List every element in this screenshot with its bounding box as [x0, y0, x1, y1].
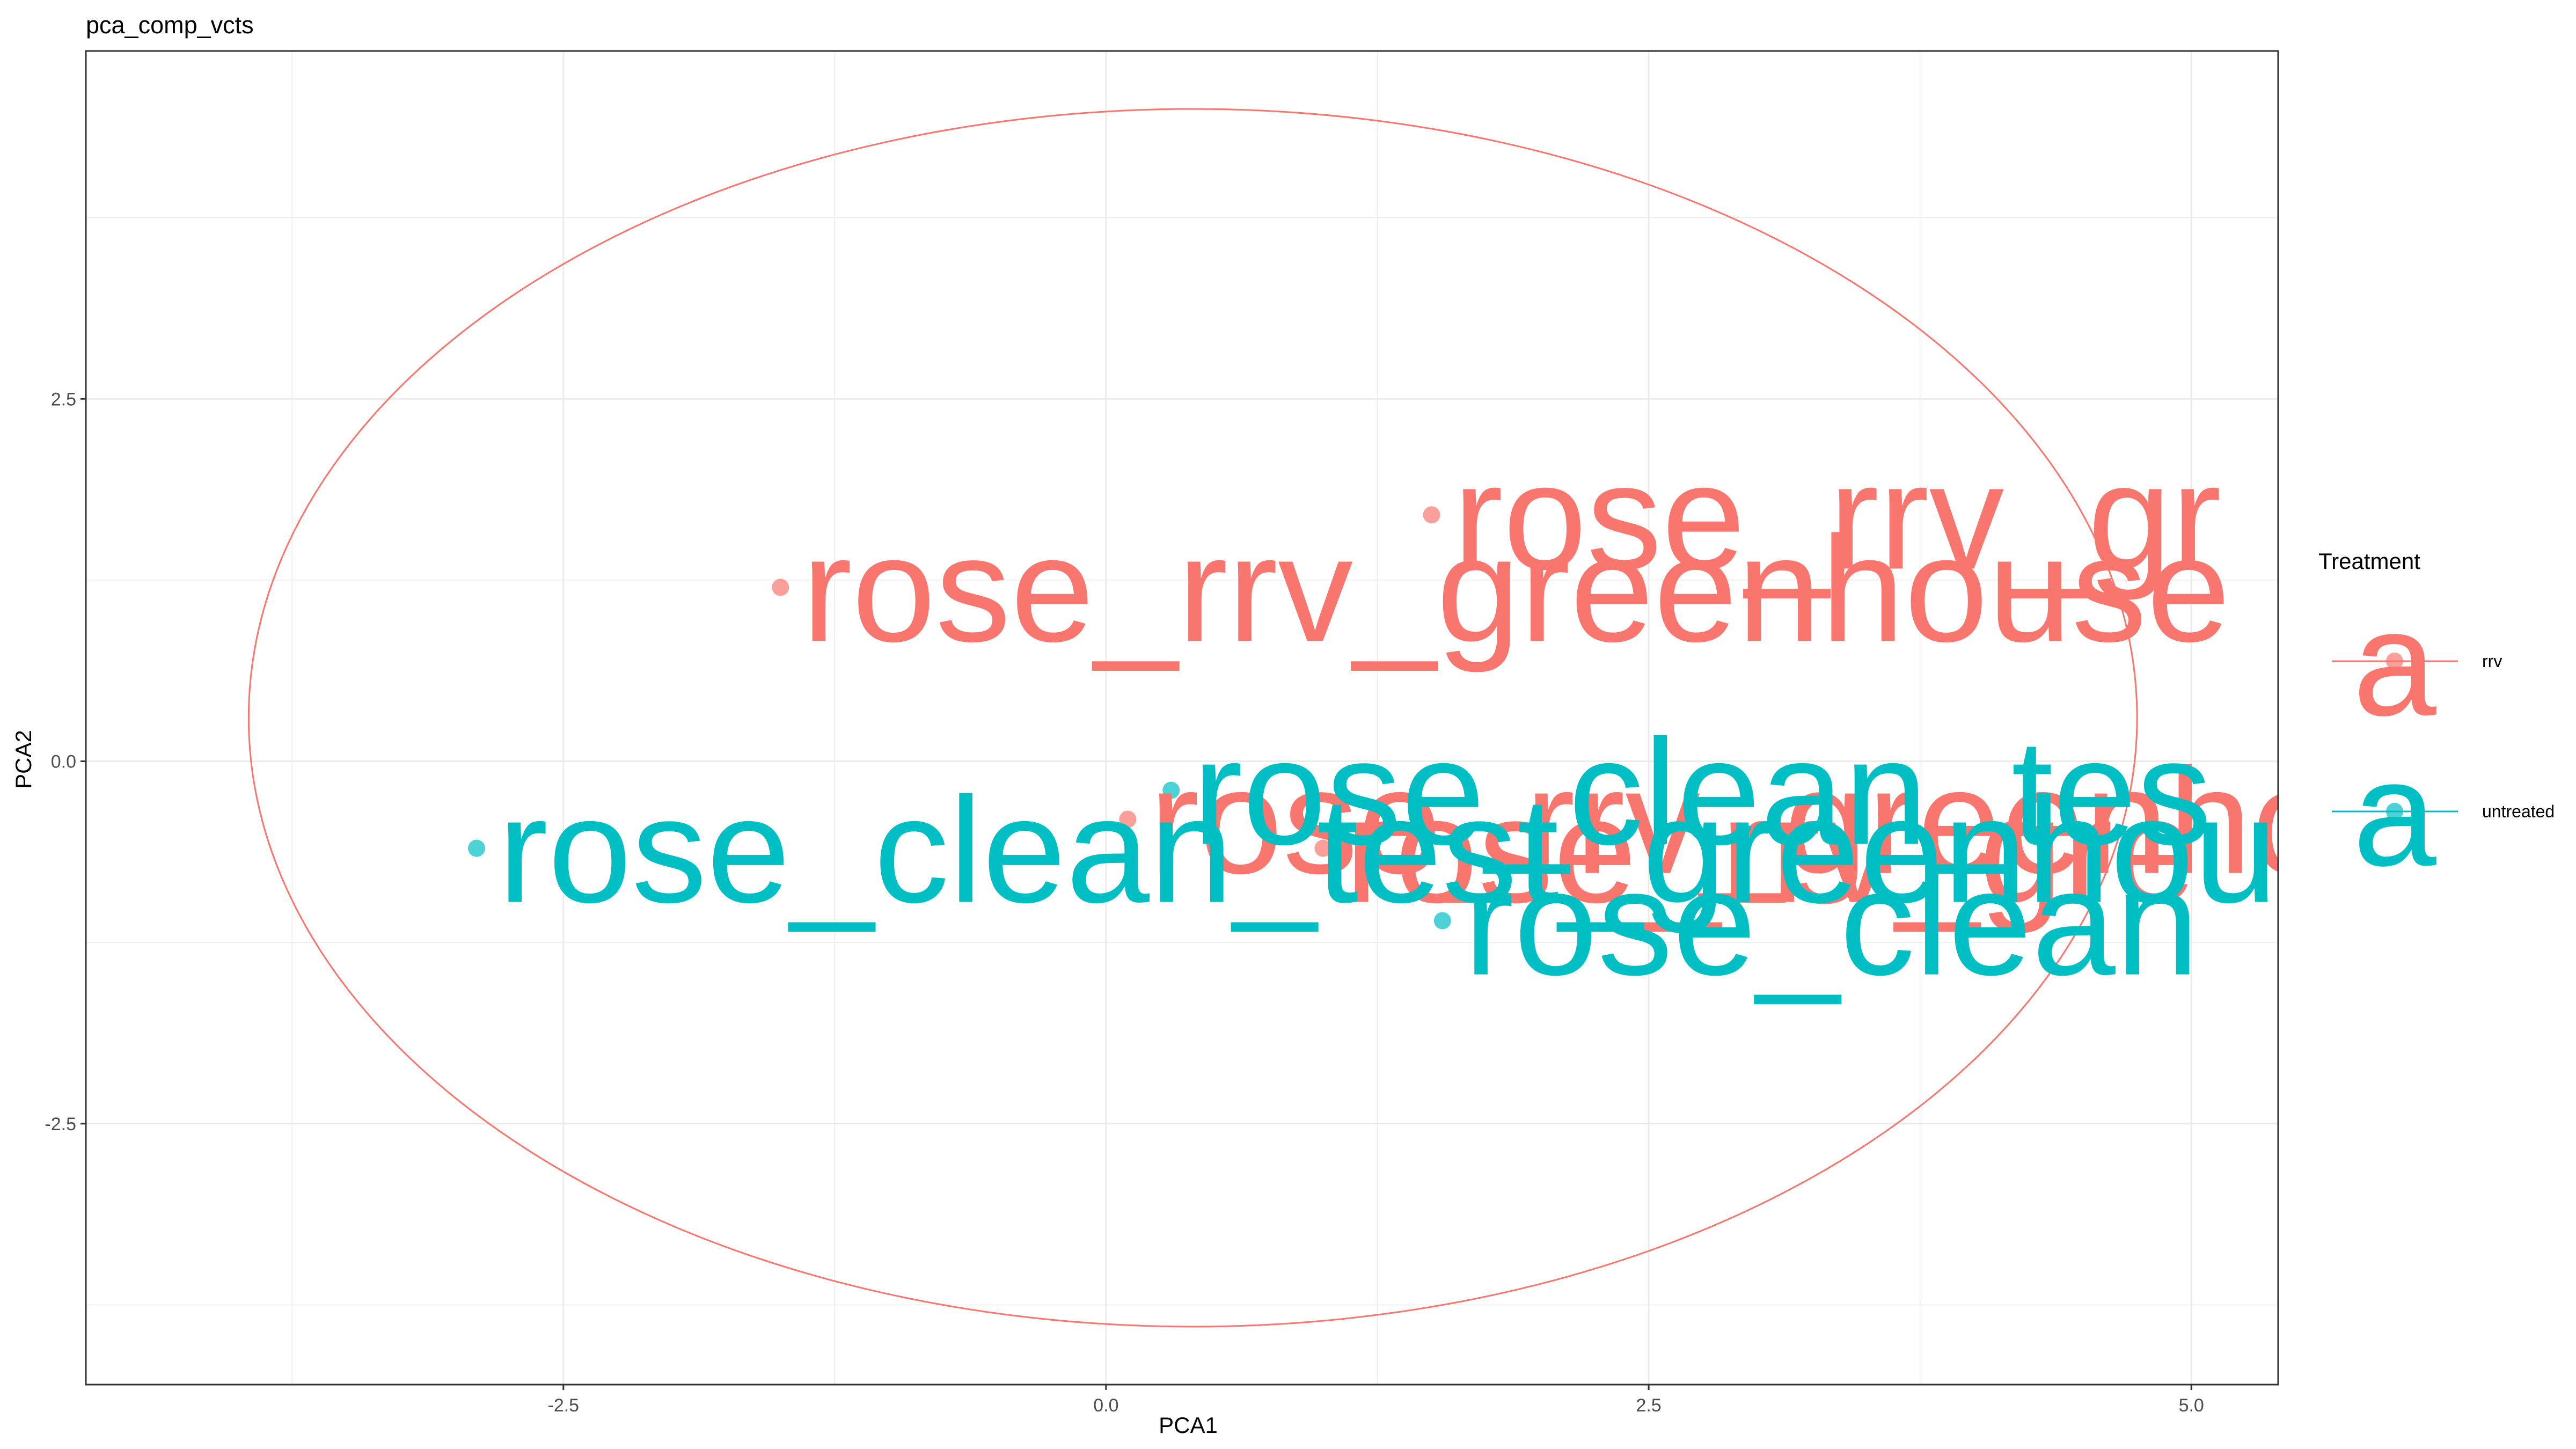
legend-label: rrv [2482, 652, 2502, 671]
y-tick-label: -2.5 [45, 1114, 76, 1135]
legend: Treatment a rrv a untreated [2318, 548, 2555, 897]
legend-item-rrv: a rrv [2332, 580, 2502, 747]
x-axis-ticks: -2.5 0.0 2.5 5.0 [548, 1385, 2204, 1416]
point-label-rrv: rose_rrv_greenhouse [802, 506, 2230, 674]
y-tick-label: 2.5 [51, 389, 76, 409]
legend-key-glyph: a [2353, 730, 2438, 897]
point-label-rrv: rose_rrv_gr [1453, 433, 2222, 601]
x-tick-label: 0.0 [1093, 1395, 1118, 1416]
data-points [468, 506, 1451, 930]
y-tick-label: 0.0 [51, 752, 76, 772]
legend-key-glyph: a [2353, 580, 2438, 747]
x-tick-label: 5.0 [2179, 1395, 2204, 1416]
point-label-rrv: rose_rrv_gre [1344, 767, 2196, 935]
legend-label: untreated [2482, 802, 2555, 821]
point-label-untreated: rose_clean_tes [1192, 709, 2212, 876]
confidence-ellipses [247, 108, 2138, 1328]
y-axis-ticks: -2.5 0.0 2.5 [45, 389, 86, 1135]
point-label-rrv: rose_rrv_greenhouse [1149, 738, 2576, 906]
point-rrv [772, 579, 789, 596]
point-labels: rose_rrv_greenhouserose_rrv_grrose_rrv_g… [498, 433, 2576, 1007]
legend-item-untreated: a untreated [2332, 730, 2555, 897]
legend-title: Treatment [2318, 548, 2420, 574]
point-untreated [1162, 781, 1180, 799]
x-tick-label: 2.5 [1636, 1395, 1661, 1416]
chart-title: pca_comp_vcts [86, 11, 254, 39]
point-rrv [1314, 839, 1332, 857]
point-rrv [1119, 810, 1137, 828]
grid-lines [86, 51, 2278, 1385]
legend-key-point [2386, 653, 2403, 670]
x-axis-title: PCA1 [1159, 1413, 1218, 1438]
point-untreated [1433, 912, 1451, 930]
y-axis-title: PCA2 [11, 730, 36, 789]
plot-panel-border [85, 50, 2279, 1386]
point-label-untreated: rose_clean [1464, 839, 2199, 1007]
x-tick-label: -2.5 [548, 1395, 580, 1416]
ellipse-rrv [247, 108, 2138, 1328]
point-rrv [1423, 506, 1440, 524]
legend-key-point [2386, 803, 2403, 820]
point-label-untreated: rose_clean_test_greenhouse [498, 767, 2436, 935]
point-untreated [468, 839, 486, 857]
